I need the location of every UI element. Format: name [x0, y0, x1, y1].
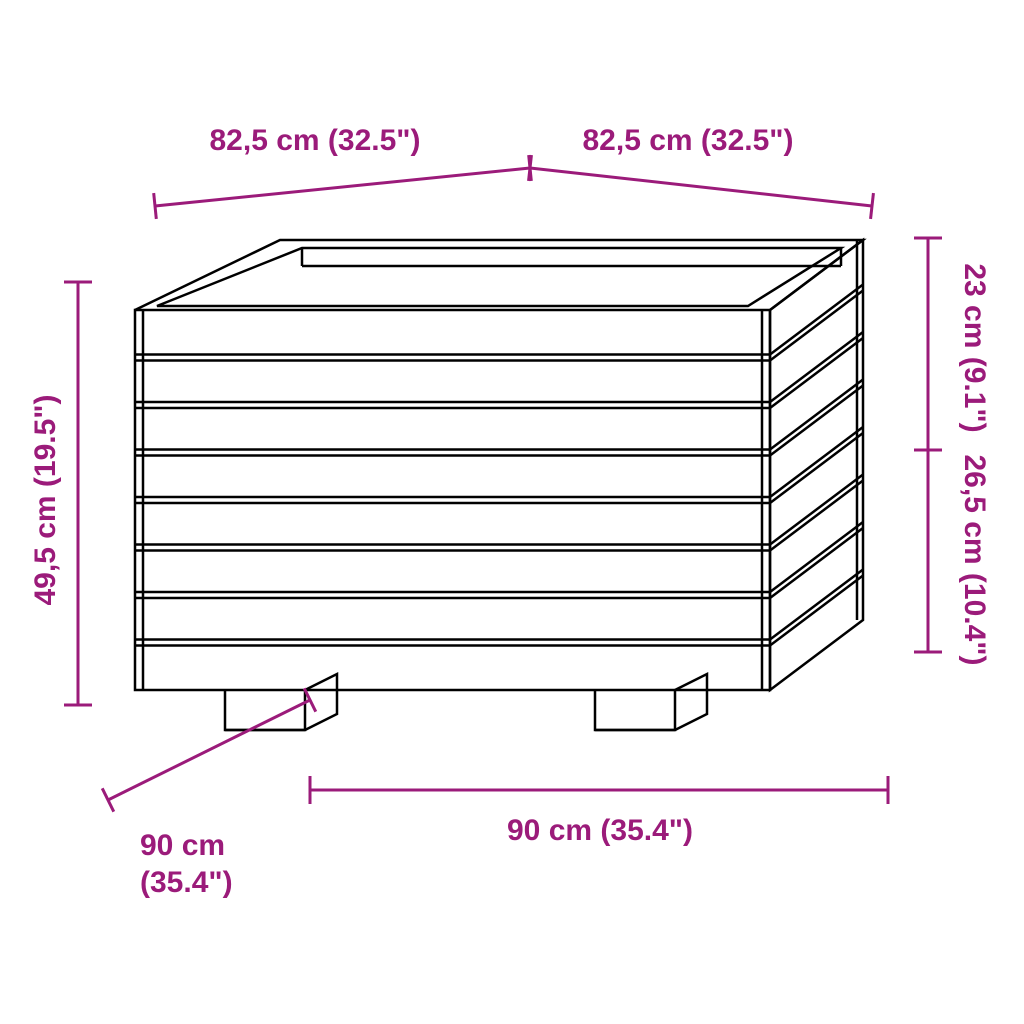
svg-text:49,5 cm (19.5"): 49,5 cm (19.5")	[29, 394, 62, 605]
svg-text:82,5 cm (32.5"): 82,5 cm (32.5")	[582, 124, 793, 157]
svg-text:90 cm: 90 cm	[140, 829, 225, 862]
svg-text:26,5 cm (10.4"): 26,5 cm (10.4")	[958, 454, 991, 665]
svg-text:23 cm (9.1"): 23 cm (9.1")	[958, 263, 991, 432]
svg-text:(35.4"): (35.4")	[140, 866, 233, 899]
svg-text:82,5 cm (32.5"): 82,5 cm (32.5")	[209, 124, 420, 157]
svg-text:90 cm (35.4"): 90 cm (35.4")	[507, 814, 693, 847]
